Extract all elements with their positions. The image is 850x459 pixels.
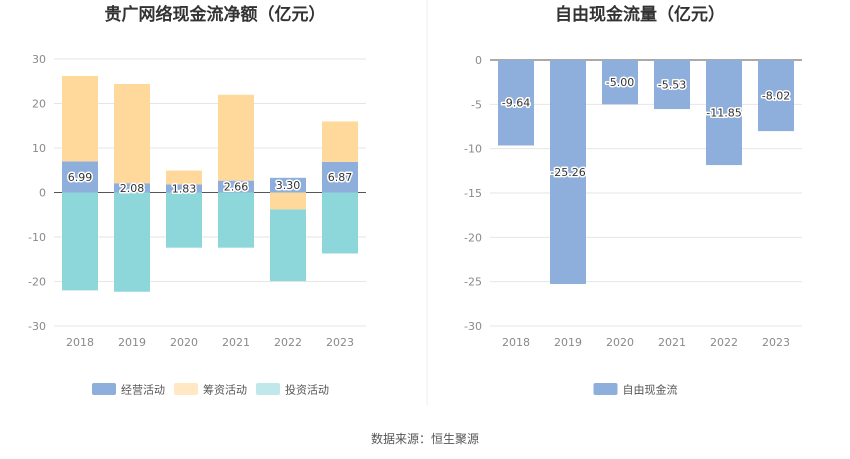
y-tick-label: -20 [464,231,482,244]
data-label: -5.53 [658,79,686,92]
data-label: -11.85 [706,107,741,120]
bar-2018-s0 [62,161,98,193]
legend-label: 自由现金流 [623,383,678,397]
bar-2018-s1 [62,75,98,162]
legend-item[interactable]: 筹资活动 [174,383,247,397]
bar-2021-s0 [218,180,254,193]
x-tick-label: 2019 [118,336,146,349]
data-source-note: 数据来源：恒生聚源 [371,431,479,446]
bar-2018-s0 [498,60,534,146]
bar-2023-s1 [322,121,358,162]
bar-2022-s2 [270,209,306,282]
y-tick-label: -5 [471,98,482,111]
legend-swatch [174,383,198,395]
x-tick-label: 2021 [658,336,686,349]
bar-2020-s0 [166,184,202,193]
bar-2020-s2 [166,192,202,248]
x-tick-label: 2018 [66,336,94,349]
bar-2019-s2 [114,192,150,292]
y-tick-label: -10 [28,231,46,244]
data-label: -9.64 [502,97,530,110]
legend-item[interactable]: 经营活动 [92,383,165,397]
bar-2023-s0 [758,60,794,132]
legend-label: 投资活动 [285,383,329,397]
data-label: 1.83 [172,182,197,195]
legend-label: 筹资活动 [203,383,247,397]
bar-2021-s1 [218,94,254,181]
legend-item[interactable]: 自由现金流 [593,383,678,397]
data-label: 2.08 [120,182,145,195]
bar-2020-s0 [602,60,638,105]
bar-2023-s2 [322,192,358,254]
bar-2020-s1 [166,170,202,185]
x-tick-label: 2021 [222,336,250,349]
legend-label: 经营活动 [121,383,165,397]
data-label: 6.87 [328,171,353,184]
bar-2022-s0 [706,60,742,166]
free-cashflow-chart: 自由现金流量（亿元） 0 -5 -10 -15 -20 -25 -30 -9.64 -25.26 -… [464,4,802,397]
legend-item[interactable]: 投资活动 [256,383,329,397]
y-tick-label: 0 [39,187,46,200]
bar-2022-s1 [270,192,306,210]
bar-2018-s2 [62,192,98,291]
x-tick-label: 2020 [170,336,198,349]
x-tick-label: 2020 [606,336,634,349]
x-tick-label: 2019 [554,336,582,349]
x-tick-label: 2022 [274,336,302,349]
bar-2019-s0 [114,183,150,193]
y-tick-label: 30 [32,53,46,66]
y-tick-label: -25 [464,276,482,289]
x-tick-label: 2023 [326,336,354,349]
y-tick-label: 10 [32,142,46,155]
bar-2019-s1 [114,84,150,184]
x-tick-label: 2022 [710,336,738,349]
data-label: -8.02 [762,90,790,103]
legend-swatch [92,383,116,395]
y-tick-label: -20 [28,276,46,289]
y-tick-label: -15 [464,187,482,200]
bar-2022-s0 [270,177,306,193]
data-label: -5.00 [606,76,634,89]
chart-title: 贵广网络现金流净额（亿元） [105,4,326,25]
bar-2021-s0 [654,60,690,110]
bar-2021-s2 [218,192,254,248]
y-tick-label: 0 [475,54,482,67]
legend-swatch [593,383,618,395]
y-tick-label: -10 [464,143,482,156]
data-label: 2.66 [224,181,249,194]
bar-2019-s0 [550,60,586,284]
y-tick-label: 20 [32,98,46,111]
chart-title: 自由现金流量（亿元） [555,4,725,25]
y-tick-label: -30 [28,320,46,333]
cashflow-net-chart: 贵广网络现金流净额（亿元） 30 20 10 0 -10 -20 -30 6.99 2.08 1.8… [28,4,366,397]
data-label: 6.99 [68,171,93,184]
data-label: -25.26 [550,166,585,179]
x-tick-label: 2018 [502,336,530,349]
legend-swatch [256,383,280,395]
data-label: 3.30 [276,179,301,192]
x-tick-label: 2023 [762,336,790,349]
bar-2023-s0 [322,161,358,193]
y-tick-label: -30 [464,320,482,333]
